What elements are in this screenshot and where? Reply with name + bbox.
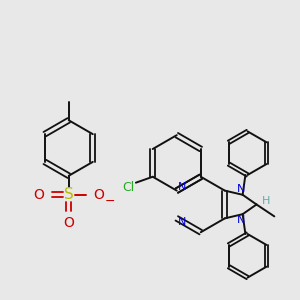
- Text: N: N: [178, 217, 186, 227]
- Text: N: N: [178, 182, 186, 192]
- Text: S: S: [64, 187, 74, 202]
- Text: O: O: [63, 216, 74, 230]
- Text: Cl: Cl: [122, 181, 134, 194]
- Text: N: N: [236, 215, 245, 225]
- Text: −: −: [105, 195, 116, 208]
- Text: N: N: [236, 184, 245, 194]
- Text: H: H: [262, 196, 271, 206]
- Text: O: O: [93, 188, 104, 202]
- Text: O: O: [34, 188, 44, 202]
